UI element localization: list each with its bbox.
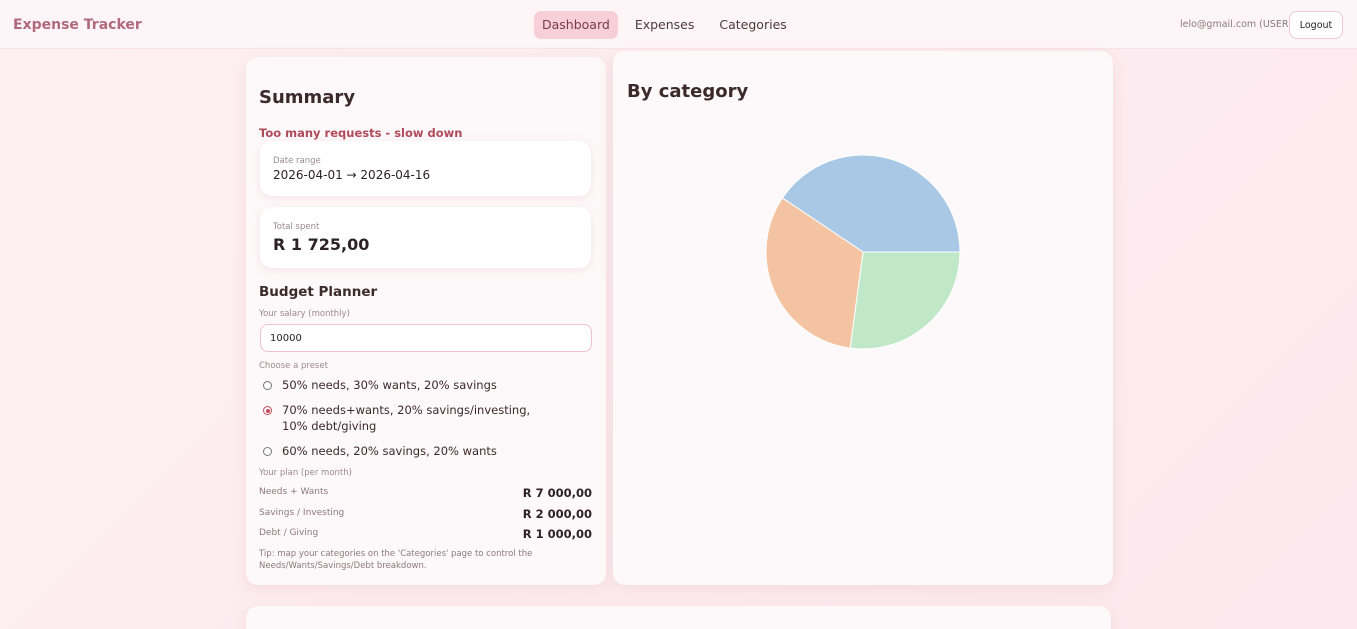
radio-button[interactable]: [263, 447, 272, 456]
preset-option-label: 60% needs, 20% savings, 20% wants: [282, 444, 497, 458]
pie-slice-3[interactable]: [849, 251, 961, 350]
category-chart-card: By category: [613, 51, 1113, 585]
radio-button-checked[interactable]: [263, 406, 272, 415]
plan-row-label: Needs + Wants: [259, 487, 329, 497]
plan-label: Your plan (per month): [259, 468, 352, 478]
preset-label: Choose a preset: [259, 361, 328, 371]
date-range-label: Date range: [273, 156, 321, 166]
salary-label: Your salary (monthly): [259, 309, 350, 319]
preset-option-label: 70% needs+wants, 20% savings/investing, …: [282, 403, 531, 433]
summary-title: Summary: [259, 87, 356, 108]
total-spent-label: Total spent: [273, 222, 320, 232]
nav-expenses[interactable]: Expenses: [634, 17, 695, 32]
nav-categories[interactable]: Categories: [719, 17, 787, 32]
summary-card: Summary Too many requests - slow down Da…: [246, 57, 606, 585]
preset-option-label: 50% needs, 30% wants, 20% savings: [282, 378, 497, 392]
date-range-value: 2026-04-01 → 2026-04-16: [273, 168, 431, 182]
budget-planner-title: Budget Planner: [259, 284, 378, 300]
date-range-box: Date range 2026-04-01 → 2026-04-16: [260, 141, 591, 196]
chart-title: By category: [627, 81, 749, 102]
plan-row-value: R 1 000,00: [522, 527, 592, 541]
plan-row-value: R 2 000,00: [522, 507, 592, 521]
salary-input[interactable]: [260, 324, 592, 352]
preset-option-2[interactable]: 70% needs+wants, 20% savings/investing, …: [263, 402, 552, 434]
main-nav: Dashboard Expenses Categories: [534, 11, 804, 39]
user-email: lelo@gmail.com (USER): [1180, 19, 1293, 30]
top-bar: Expense Tracker Dashboard Expenses Categ…: [0, 0, 1357, 49]
error-message: Too many requests - slow down: [259, 126, 463, 140]
plan-row-value: R 7 000,00: [522, 486, 592, 500]
total-spent-value: R 1 725,00: [273, 235, 370, 254]
logout-button[interactable]: Logout: [1289, 11, 1343, 39]
app-brand[interactable]: Expense Tracker: [13, 17, 142, 33]
total-spent-box: Total spent R 1 725,00: [260, 207, 591, 268]
pie-slice-1[interactable]: [781, 154, 961, 253]
radio-button[interactable]: [263, 381, 272, 390]
nav-dashboard[interactable]: Dashboard: [534, 11, 618, 39]
tip-text: Tip: map your categories on the 'Categor…: [259, 549, 533, 571]
category-pie-chart: [765, 154, 961, 350]
preset-option-3[interactable]: 60% needs, 20% savings, 20% wants: [263, 443, 552, 459]
plan-row-label: Savings / Investing: [259, 508, 345, 518]
pie-slice-2[interactable]: [765, 197, 864, 349]
plan-row-label: Debt / Giving: [259, 528, 319, 538]
preset-option-1[interactable]: 50% needs, 30% wants, 20% savings: [263, 377, 552, 393]
bottom-card: [246, 606, 1111, 629]
